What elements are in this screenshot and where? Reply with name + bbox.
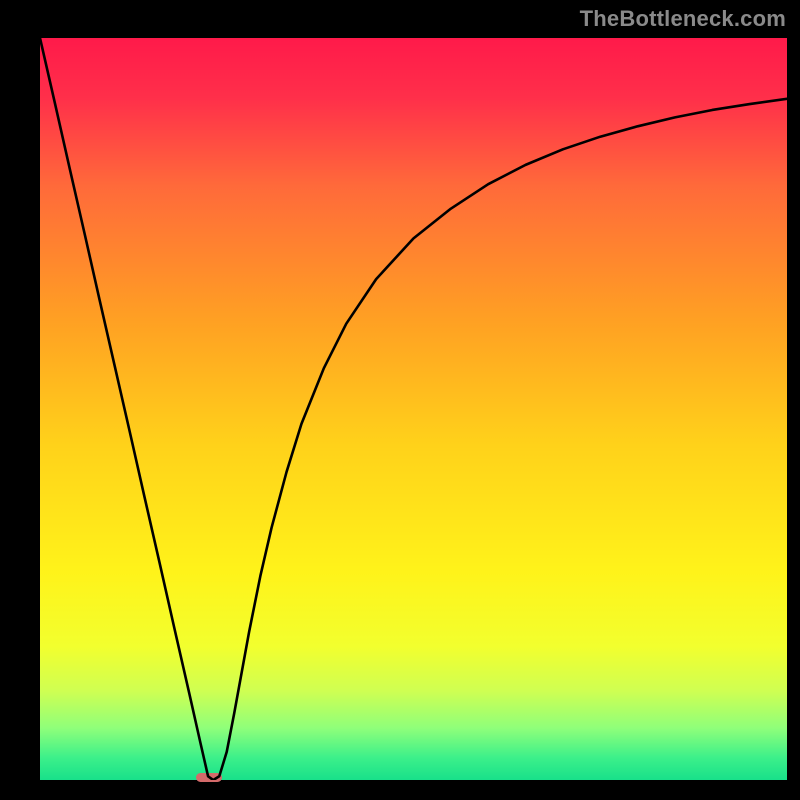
plot-area (40, 38, 787, 780)
watermark-text: TheBottleneck.com (580, 6, 786, 32)
bottleneck-curve (40, 38, 787, 780)
chart-root: TheBottleneck.com (0, 0, 800, 800)
